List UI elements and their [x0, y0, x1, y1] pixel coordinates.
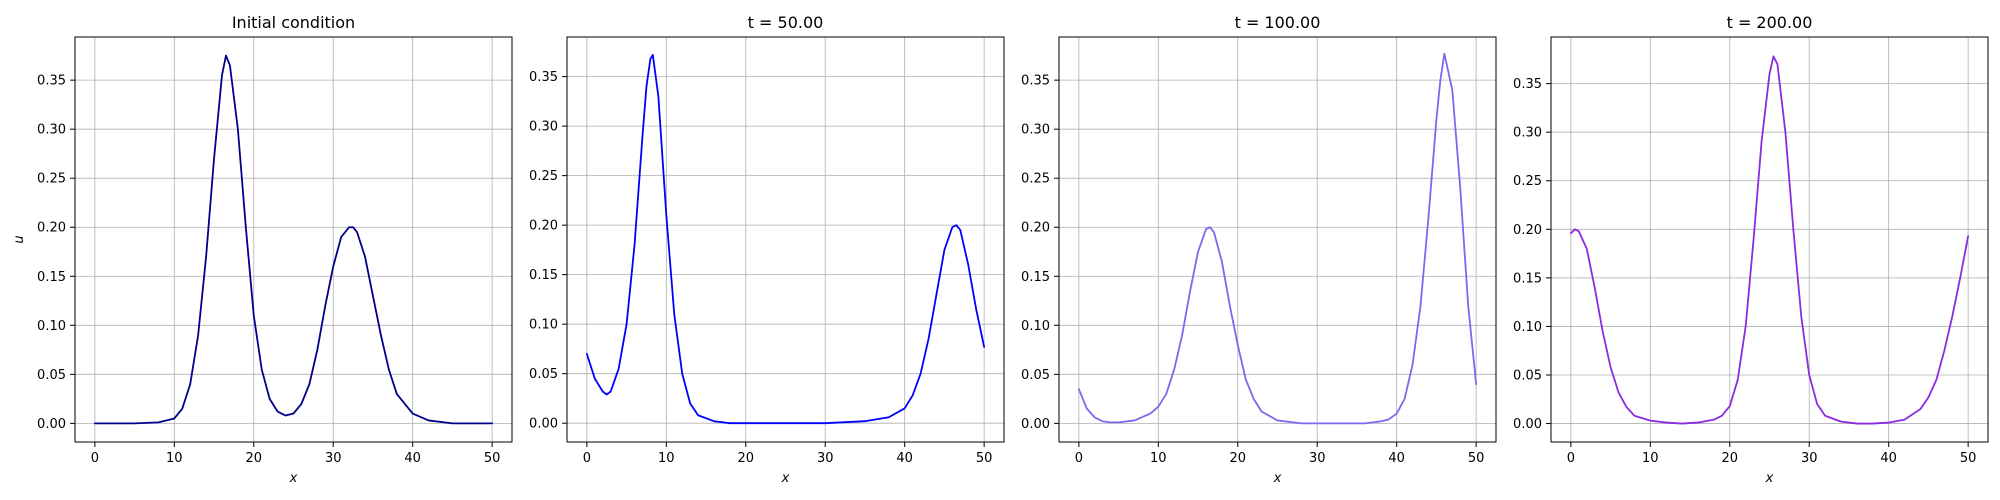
x-tick-label: 40 — [896, 451, 913, 466]
x-tick-label: 50 — [484, 451, 501, 466]
series-line — [585, 53, 986, 425]
x-tick-label: 10 — [658, 451, 675, 466]
y-tick-label: 0.15 — [37, 270, 66, 285]
y-tick-label: 0.25 — [1513, 174, 1542, 189]
y-tick-label: 0.15 — [1513, 271, 1542, 286]
x-tick-label: 30 — [1309, 451, 1326, 466]
subplot-title: Initial condition — [232, 13, 355, 32]
y-tick-label: 0.05 — [37, 368, 66, 383]
y-tick-label: 0.10 — [529, 318, 558, 333]
x-tick-label: 10 — [166, 451, 183, 466]
y-tick-label: 0.00 — [1513, 417, 1542, 432]
x-tick-label: 40 — [404, 451, 421, 466]
y-tick-label: 0.30 — [529, 120, 558, 135]
x-tick-label: 10 — [1642, 451, 1659, 466]
y-tick-label: 0.10 — [37, 319, 66, 334]
x-tick-label: 50 — [976, 451, 993, 466]
y-tick-label: 0.20 — [529, 219, 558, 234]
subplot-3: 0 10 20 30 40 50 0.00 0.05 0.10 0.15 0.20 0.25 0.30 0… — [1021, 13, 1497, 486]
x-tick-label: 20 — [1721, 451, 1738, 466]
x-tick-label: 10 — [1150, 451, 1167, 466]
x-tick-label: 0 — [583, 451, 591, 466]
y-tick-label: 0.30 — [1021, 123, 1050, 138]
x-tick-label: 20 — [737, 451, 754, 466]
series-line — [93, 54, 494, 425]
y-tick-label: 0.20 — [1021, 221, 1050, 236]
y-tick-label: 0.25 — [1021, 172, 1050, 187]
axes-frame — [566, 36, 1005, 443]
y-tick-label: 0.35 — [1513, 77, 1542, 92]
y-tick-label: 0.35 — [1021, 74, 1050, 89]
x-tick-label: 50 — [1960, 451, 1977, 466]
x-tick-label: 20 — [245, 451, 262, 466]
x-tick-label: 30 — [1801, 451, 1818, 466]
x-axis-label: x — [289, 471, 298, 486]
y-tick-label: 0.30 — [37, 123, 66, 138]
subplot-title: t = 100.00 — [1235, 13, 1321, 32]
y-axis-label: u — [12, 235, 27, 243]
axes-frame — [74, 36, 513, 443]
y-tick-label: 0.00 — [529, 417, 558, 432]
y-tick-label: 0.05 — [1021, 368, 1050, 383]
x-axis-label: x — [781, 471, 790, 486]
subplot-2: 0 10 20 30 40 50 0.00 0.05 0.10 0.15 0.20 0.25 0.30 0… — [529, 13, 1005, 486]
y-tick-label: 0.10 — [1021, 319, 1050, 334]
x-tick-label: 30 — [325, 451, 342, 466]
x-tick-label: 0 — [91, 451, 99, 466]
y-tick-label: 0.35 — [529, 70, 558, 85]
y-tick-label: 0.20 — [37, 221, 66, 236]
y-tick-label: 0.05 — [529, 367, 558, 382]
y-tick-label: 0.25 — [37, 172, 66, 187]
x-tick-label: 0 — [1567, 451, 1575, 466]
y-tick-label: 0.15 — [1021, 270, 1050, 285]
series-line — [1077, 52, 1478, 425]
y-tick-label: 0.15 — [529, 268, 558, 283]
y-tick-label: 0.00 — [1021, 417, 1050, 432]
x-axis-label: x — [1273, 471, 1282, 486]
y-tick-label: 0.00 — [37, 417, 66, 432]
y-tick-label: 0.25 — [529, 169, 558, 184]
x-tick-label: 20 — [1229, 451, 1246, 466]
y-tick-label: 0.30 — [1513, 126, 1542, 141]
subplot-title: t = 200.00 — [1727, 13, 1813, 32]
subplot-4: 0 10 20 30 40 50 0.00 0.05 0.10 0.15 0.20 0.25 0.30 0… — [1513, 13, 1989, 486]
x-tick-label: 40 — [1388, 451, 1405, 466]
x-tick-label: 40 — [1880, 451, 1897, 466]
axes-frame — [1058, 36, 1497, 443]
y-tick-label: 0.35 — [37, 74, 66, 89]
y-tick-label: 0.20 — [1513, 223, 1542, 238]
axes-frame — [1550, 36, 1989, 443]
series-line — [1569, 55, 1970, 425]
y-tick-label: 0.05 — [1513, 368, 1542, 383]
x-axis-label: x — [1765, 471, 1774, 486]
subplot-title: t = 50.00 — [748, 13, 824, 32]
x-tick-label: 30 — [817, 451, 834, 466]
subplot-1: 0 10 20 30 40 50 0.00 0.05 0.10 0.15 0.20 0.25 0.30 0… — [12, 13, 513, 486]
x-tick-label: 50 — [1468, 451, 1485, 466]
x-tick-label: 0 — [1075, 451, 1083, 466]
y-tick-label: 0.10 — [1513, 320, 1542, 335]
